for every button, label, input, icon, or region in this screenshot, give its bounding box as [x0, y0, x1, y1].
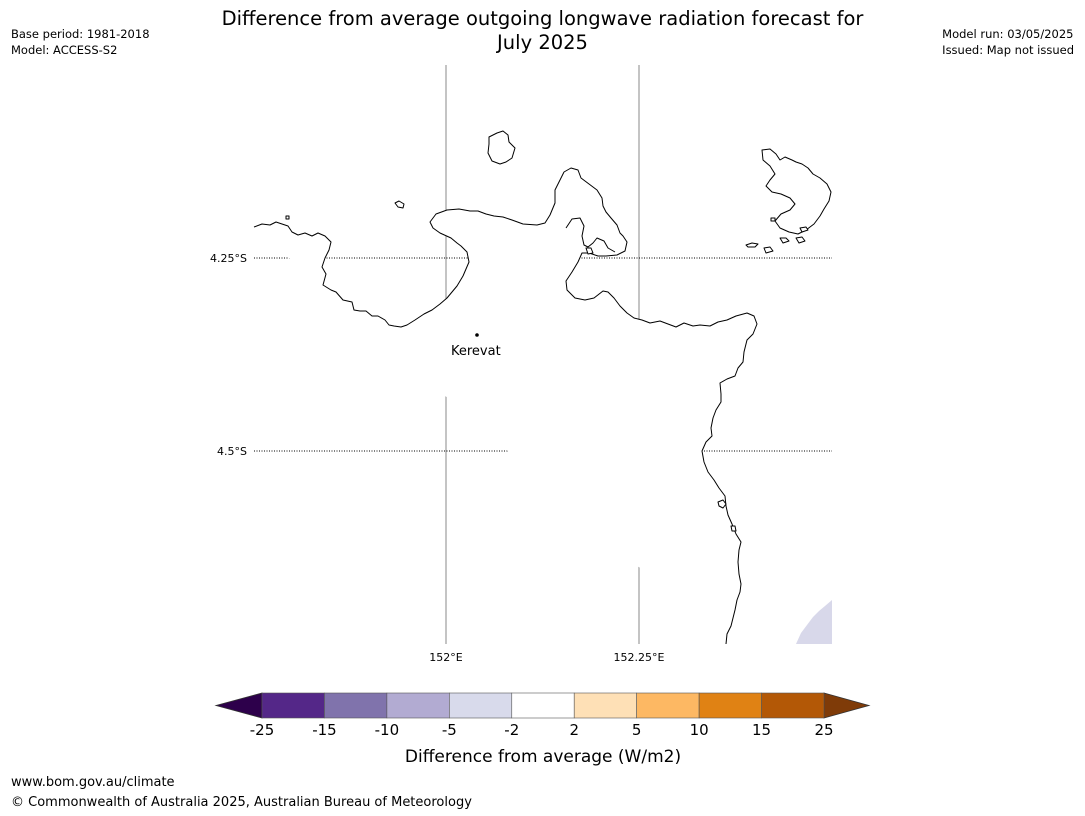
coastline-ne-islands — [761, 148, 832, 235]
lon-label-152-25: 152.25°E — [614, 651, 665, 664]
colorbar-tick-label: 10 — [690, 721, 709, 739]
coastline-ne-islet-5 — [799, 226, 809, 233]
colorbar-bin — [511, 692, 575, 719]
colorbar-tick-label: -15 — [312, 721, 337, 739]
lon-label-152: 152°E — [429, 651, 462, 664]
coastline — [253, 130, 832, 645]
colorbar-under-extension — [214, 692, 263, 719]
colorbar-bin — [636, 692, 700, 719]
colorbar-tick-label: 25 — [814, 721, 833, 739]
colorbar-bin — [261, 692, 325, 719]
colorbar-bin — [324, 692, 388, 719]
coastline-ne-islet-6 — [770, 217, 776, 222]
coastline-main — [253, 167, 758, 645]
coastline-ne-islet-7 — [285, 215, 290, 220]
model-text: Model: ACCESS-S2 — [11, 43, 118, 57]
colorbar-bin — [573, 692, 637, 719]
anomaly-patch — [796, 600, 832, 644]
lat-label-4-5: 4.5°S — [217, 445, 247, 458]
colorbar: -25 -15 -10 -5 -2 2 5 10 15 25 — [214, 692, 871, 739]
title-line-1: Difference from average outgoing longwav… — [221, 7, 864, 30]
colorbar-tick-label: -2 — [504, 721, 519, 739]
colorbar-tick-label: -25 — [250, 721, 275, 739]
kerevat-marker — [475, 333, 479, 337]
issued-text: Issued: Map not issued — [942, 43, 1074, 57]
kerevat-label: Kerevat — [451, 344, 501, 359]
coastline-islet-inlet — [585, 247, 594, 255]
coastline-islet — [394, 200, 405, 209]
coastline-islet-east-2 — [730, 525, 737, 532]
colorbar-tick-label: -10 — [375, 721, 400, 739]
title-line-2: July 2025 — [497, 31, 588, 54]
coastline-island-north — [487, 130, 516, 165]
footer-copyright: © Commonwealth of Australia 2025, Austra… — [11, 795, 472, 810]
coastline-ne-islet-4 — [795, 236, 806, 244]
colorbar-bin — [698, 692, 762, 719]
colorbar-tick-label: -5 — [442, 721, 457, 739]
colorbar-tick-label: 2 — [569, 721, 579, 739]
metadata-right: Model run: 03/05/2025 Issued: Map not is… — [942, 26, 1074, 58]
colorbar-tick-label: 15 — [752, 721, 771, 739]
page-title: Difference from average outgoing longwav… — [160, 7, 925, 55]
coastline-islet-east-1 — [717, 499, 727, 509]
colorbar-bin — [449, 692, 513, 719]
footer-url[interactable]: www.bom.gov.au/climate — [11, 775, 175, 790]
lat-label-4-25: 4.25°S — [210, 252, 247, 265]
coastline-ne-islet-3 — [779, 237, 790, 244]
colorbar-tick-label: 5 — [632, 721, 642, 739]
coastline-ne-islet-2 — [763, 246, 774, 254]
colorbar-bin — [761, 692, 825, 719]
colorbar-over-extension — [823, 692, 871, 719]
model-run-text: Model run: 03/05/2025 — [942, 27, 1074, 41]
colorbar-bin — [386, 692, 450, 719]
coastline-ne-islet-1 — [745, 242, 759, 248]
metadata-left: Base period: 1981-2018 Model: ACCESS-S2 — [11, 26, 150, 58]
colorbar-label: Difference from average (W/m2) — [405, 747, 681, 767]
coastline-inlet — [565, 217, 616, 253]
base-period-text: Base period: 1981-2018 — [11, 27, 150, 41]
